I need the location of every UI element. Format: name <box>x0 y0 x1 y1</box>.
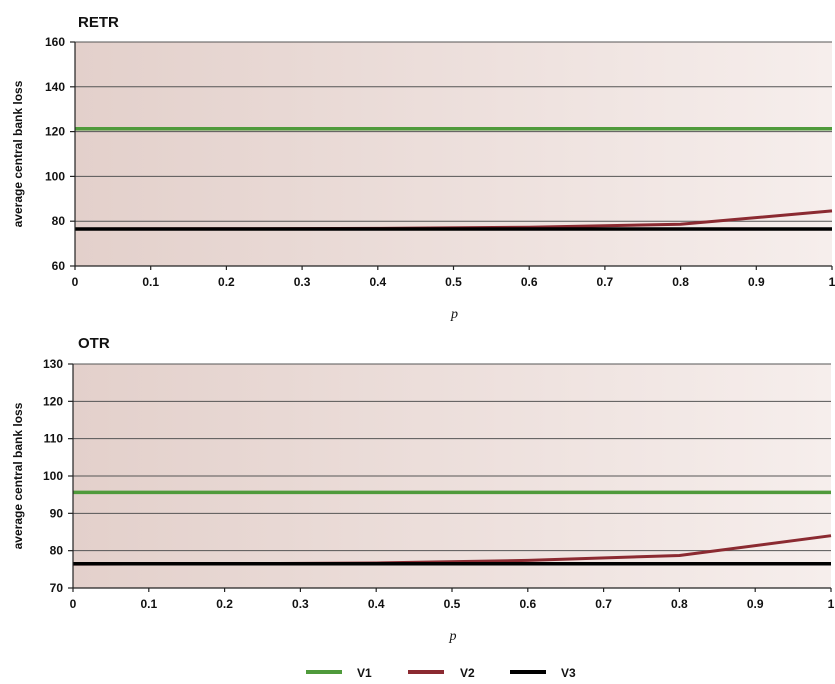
y-tick-label: 90 <box>50 506 64 520</box>
x-tick-label: 0 <box>70 597 77 611</box>
x-tick-label: 0.1 <box>140 597 157 611</box>
x-tick-label: 1 <box>828 597 835 611</box>
x-tick-label: 1 <box>829 275 835 289</box>
x-tick-label: 0.3 <box>292 597 309 611</box>
y-tick-label: 120 <box>45 125 65 139</box>
y-tick-label: 110 <box>44 432 64 446</box>
y-axis-label: average central bank loss <box>11 80 25 227</box>
chart-legend: V1 V2 V3 <box>306 666 576 680</box>
x-tick-label: 0 <box>72 275 79 289</box>
x-axis-label: p <box>450 307 458 322</box>
legend-label-v2: V2 <box>460 666 475 679</box>
x-tick-label: 0.2 <box>216 597 233 611</box>
chart-panel-otr: 70 80 90 100 110 120 130 0 0.1 0.2 0.3 0.4 0.5 0.6 0.… <box>11 335 835 644</box>
legend-label-v1: V1 <box>357 666 372 679</box>
y-tick-label: 60 <box>52 259 66 273</box>
chart-title: OTR <box>78 335 110 352</box>
x-tick-label: 0.3 <box>294 275 311 289</box>
x-axis-label: p <box>449 629 457 644</box>
x-tick-label: 0.1 <box>142 275 159 289</box>
x-tick-label: 0.6 <box>521 275 538 289</box>
x-tick-label: 0.8 <box>672 275 689 289</box>
x-tick-label: 0.4 <box>369 275 386 289</box>
y-tick-label: 80 <box>50 544 64 558</box>
y-tick-label: 140 <box>45 80 65 94</box>
x-tick-label: 0.5 <box>444 597 461 611</box>
x-tick-label: 0.7 <box>597 275 614 289</box>
y-axis-label: average central bank loss <box>11 402 25 549</box>
y-tick-label: 120 <box>43 394 63 408</box>
y-tick-label: 160 <box>45 35 65 49</box>
x-tick-label: 0.8 <box>671 597 688 611</box>
x-tick-label: 0.4 <box>368 597 385 611</box>
y-tick-label: 80 <box>52 214 66 228</box>
y-tick-label: 100 <box>43 469 63 483</box>
plot-background <box>75 42 832 266</box>
legend-label-v3: V3 <box>561 666 576 679</box>
x-tick-label: 0.9 <box>748 275 765 289</box>
y-tick-label: 130 <box>43 357 63 371</box>
chart-title: RETR <box>78 14 119 31</box>
x-tick-label: 0.6 <box>519 597 536 611</box>
y-tick-label: 70 <box>50 581 64 595</box>
chart-panel-retr: 60 80 100 120 140 160 0 0.1 0.2 0.3 0.4 0.5 0.6 0.7 0… <box>11 14 835 322</box>
y-tick-label: 100 <box>45 169 65 183</box>
x-tick-label: 0.7 <box>595 597 612 611</box>
x-tick-label: 0.5 <box>445 275 462 289</box>
x-tick-label: 0.9 <box>747 597 764 611</box>
x-tick-label: 0.2 <box>218 275 235 289</box>
